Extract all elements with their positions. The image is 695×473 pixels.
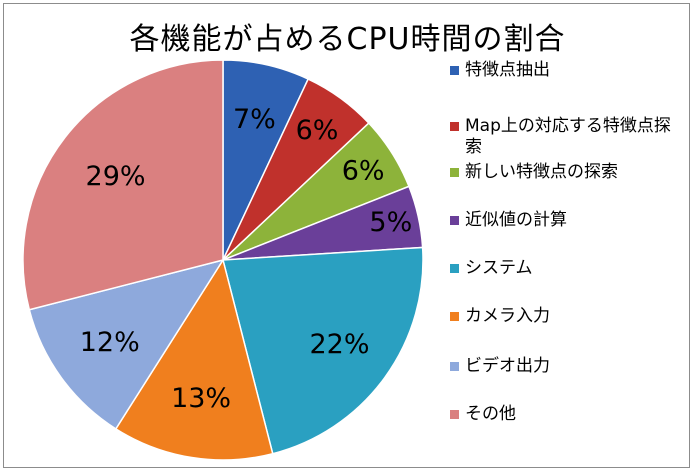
legend-item: その他	[450, 404, 690, 425]
legend-label: カメラ入力	[465, 306, 550, 326]
legend-item: 新しい特徴点の探索	[450, 162, 690, 183]
legend-item: 特徴点抽出	[450, 60, 690, 81]
slice-data-label: 12%	[80, 327, 140, 358]
legend-label: ビデオ出力	[465, 356, 550, 376]
legend-item: ビデオ出力	[450, 356, 690, 377]
legend-label: Map上の対応する特徴点探索	[465, 116, 671, 157]
legend-item: Map上の対応する特徴点探索	[450, 116, 690, 158]
pie-slice	[22, 59, 224, 311]
slice-data-label: 5%	[369, 207, 412, 238]
pie-slice	[114, 258, 274, 461]
legend-label: 特徴点抽出	[465, 60, 550, 80]
legend-swatch	[450, 216, 459, 225]
chart-title: 各機能が占めるCPU時間の割合	[129, 22, 566, 57]
legend-item: 近似値の計算	[450, 210, 690, 231]
legend-swatch	[450, 410, 459, 419]
pie-slice	[222, 246, 424, 455]
slice-data-label: 22%	[309, 329, 369, 360]
legend-label: その他	[465, 404, 516, 424]
legend-item: カメラ入力	[450, 306, 690, 327]
legend-label: 新しい特徴点の探索	[465, 162, 618, 182]
legend-swatch	[450, 122, 459, 131]
slice-data-label: 13%	[171, 383, 231, 414]
slice-data-label: 6%	[296, 115, 339, 146]
pie-slice	[28, 258, 225, 430]
slice-data-label: 7%	[233, 104, 276, 135]
legend-label: システム	[465, 258, 533, 278]
legend-swatch	[450, 312, 459, 321]
slice-data-label: 29%	[86, 161, 146, 192]
legend-label: 近似値の計算	[465, 210, 567, 230]
legend-swatch	[450, 362, 459, 371]
legend-item: システム	[450, 258, 690, 279]
legend-swatch	[450, 264, 459, 273]
slice-data-label: 6%	[342, 156, 385, 187]
legend: 特徴点抽出 Map上の対応する特徴点探索新しい特徴点の探索 近似値の計算 システムカメ…	[450, 60, 690, 460]
legend-swatch	[450, 66, 459, 75]
legend-swatch	[450, 168, 459, 177]
